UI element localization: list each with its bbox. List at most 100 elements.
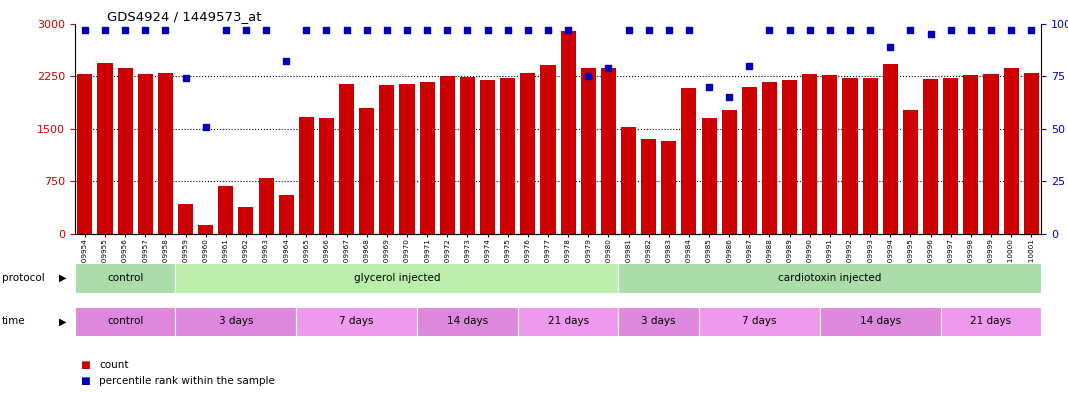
Bar: [238, 207, 253, 234]
Bar: [618, 263, 1041, 293]
Point: [619, 27, 637, 33]
Point: [901, 27, 918, 33]
Bar: [518, 307, 618, 336]
Point: [1003, 27, 1020, 33]
Bar: [581, 68, 596, 234]
Bar: [520, 73, 535, 234]
Text: percentile rank within the sample: percentile rank within the sample: [99, 376, 276, 386]
Point: [157, 27, 174, 33]
Bar: [941, 307, 1041, 336]
Point: [519, 27, 536, 33]
Point: [640, 27, 657, 33]
Point: [922, 31, 939, 37]
Bar: [500, 78, 515, 234]
Point: [257, 27, 274, 33]
Point: [378, 27, 395, 33]
Bar: [480, 80, 496, 234]
Point: [339, 27, 356, 33]
Text: ▶: ▶: [59, 273, 66, 283]
Bar: [418, 307, 518, 336]
Point: [1023, 27, 1040, 33]
Bar: [722, 110, 737, 234]
Text: 14 days: 14 days: [860, 316, 900, 326]
Point: [862, 27, 879, 33]
Bar: [175, 307, 296, 336]
Point: [842, 27, 859, 33]
Bar: [258, 178, 273, 234]
Point: [600, 64, 617, 71]
Text: cardiotoxin injected: cardiotoxin injected: [779, 273, 881, 283]
Bar: [440, 76, 455, 234]
Bar: [198, 225, 214, 234]
Bar: [399, 84, 414, 234]
Bar: [863, 78, 878, 234]
Point: [419, 27, 436, 33]
Bar: [279, 195, 294, 234]
Point: [177, 75, 194, 81]
Bar: [77, 74, 92, 234]
Bar: [97, 63, 112, 234]
Text: 21 days: 21 days: [971, 316, 1011, 326]
Bar: [296, 307, 418, 336]
Bar: [319, 118, 334, 234]
Text: 3 days: 3 days: [642, 316, 676, 326]
Bar: [1024, 73, 1039, 234]
Bar: [359, 108, 374, 234]
Text: protocol: protocol: [2, 273, 45, 283]
Text: GDS4924 / 1449573_at: GDS4924 / 1449573_at: [107, 10, 262, 23]
Bar: [761, 82, 778, 234]
Bar: [1004, 68, 1019, 234]
Bar: [117, 68, 132, 234]
Point: [116, 27, 134, 33]
Point: [76, 27, 93, 33]
Bar: [742, 86, 757, 234]
Bar: [702, 118, 717, 234]
Point: [137, 27, 154, 33]
Point: [801, 27, 818, 33]
Text: glycerol injected: glycerol injected: [354, 273, 440, 283]
Bar: [621, 127, 637, 234]
Bar: [661, 141, 676, 234]
Bar: [175, 263, 618, 293]
Bar: [75, 263, 175, 293]
Point: [882, 44, 899, 50]
Text: control: control: [107, 316, 143, 326]
Text: ■: ■: [80, 360, 90, 370]
Bar: [641, 139, 656, 234]
Bar: [782, 80, 797, 234]
Bar: [460, 77, 475, 234]
Bar: [379, 84, 394, 234]
Point: [318, 27, 335, 33]
Point: [298, 27, 315, 33]
Point: [680, 27, 697, 33]
Bar: [822, 75, 837, 234]
Bar: [561, 31, 576, 234]
Bar: [299, 118, 314, 234]
Point: [96, 27, 113, 33]
Bar: [843, 77, 858, 234]
Point: [781, 27, 798, 33]
Bar: [138, 74, 153, 234]
Bar: [158, 73, 173, 234]
Point: [278, 58, 295, 64]
Bar: [883, 64, 898, 234]
Point: [660, 27, 677, 33]
Bar: [681, 88, 696, 234]
Text: control: control: [107, 273, 143, 283]
Bar: [902, 110, 918, 234]
Point: [459, 27, 476, 33]
Point: [741, 62, 758, 69]
Bar: [75, 307, 175, 336]
Point: [358, 27, 375, 33]
Bar: [218, 186, 233, 234]
Bar: [943, 77, 958, 234]
Point: [480, 27, 497, 33]
Point: [942, 27, 959, 33]
Text: 7 days: 7 days: [742, 316, 776, 326]
Bar: [178, 204, 193, 234]
Point: [721, 94, 738, 100]
Text: count: count: [99, 360, 129, 370]
Bar: [984, 74, 999, 234]
Point: [237, 27, 254, 33]
Point: [499, 27, 516, 33]
